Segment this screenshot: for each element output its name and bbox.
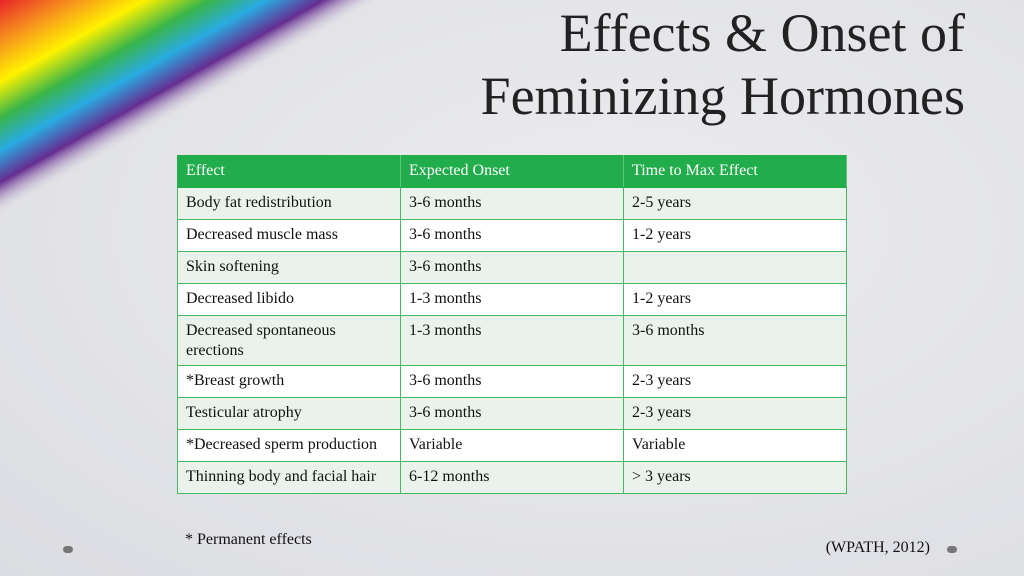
table-cell: Decreased muscle mass xyxy=(177,219,401,252)
table-cell: 3-6 months xyxy=(400,219,624,252)
table-cell: 3-6 months xyxy=(400,251,624,284)
table-cell xyxy=(623,251,847,284)
table-cell: 2-5 years xyxy=(623,187,847,220)
header-cell: Expected Onset xyxy=(400,155,624,188)
table-cell: *Decreased sperm production xyxy=(177,429,401,462)
title-line: Feminizing Hormones xyxy=(480,66,965,126)
table-cell: 3-6 months xyxy=(400,365,624,398)
rainbow xyxy=(0,0,385,218)
table-row: *Decreased sperm production Variable Varia… xyxy=(177,429,847,462)
rainbow-decoration xyxy=(0,0,385,218)
citation: (WPATH, 2012) xyxy=(825,539,930,556)
table-cell: Body fat redistribution xyxy=(177,187,401,220)
table-row: Body fat redistribution 3-6 months 2-5 yea… xyxy=(177,187,847,220)
table-cell: 2-3 years xyxy=(623,397,847,430)
table-cell: 1-3 months xyxy=(400,315,624,366)
dot xyxy=(63,546,73,553)
table-cell: Variable xyxy=(400,429,624,462)
table-cell: Testicular atrophy xyxy=(177,397,401,430)
table-row: Skin softening 3-6 months xyxy=(177,251,847,284)
table-row: Testicular atrophy 3-6 months 2-3 years xyxy=(177,397,847,430)
table-cell: 3-6 months xyxy=(400,187,624,220)
table-cell: 2-3 years xyxy=(623,365,847,398)
table-cell: 1-3 months xyxy=(400,283,624,316)
footnote: * Permanent effects xyxy=(185,531,312,548)
header-row: Effect Expected Onset Time to Max Effect xyxy=(177,155,847,188)
table-body: Body fat redistribution 3-6 months 2-5 yea… xyxy=(177,187,847,494)
table-row: Decreased libido 1-3 months 1-2 years xyxy=(177,283,847,316)
table-cell: *Breast growth xyxy=(177,365,401,398)
table-cell: 3-6 months xyxy=(400,397,624,430)
effects-table: Effect Expected Onset Time to Max Effect B… xyxy=(177,155,847,494)
table-cell: 6-12 months xyxy=(400,461,624,494)
table-row: *Breast growth 3-6 months 2-3 years xyxy=(177,365,847,398)
table-cell: 3-6 months xyxy=(623,315,847,366)
table-cell: 1-2 years xyxy=(623,219,847,252)
table-cell: Thinning body and facial hair xyxy=(177,461,401,494)
table-cell: Variable xyxy=(623,429,847,462)
table-cell: > 3 years xyxy=(623,461,847,494)
table-cell: Decreased libido xyxy=(177,283,401,316)
table-row: Decreased muscle mass 3-6 months 1-2 years xyxy=(177,219,847,252)
table-row: Thinning body and facial hair 6-12 months… xyxy=(177,461,847,494)
dot xyxy=(947,546,957,553)
table-cell: Skin softening xyxy=(177,251,401,284)
table-cell: 1-2 years xyxy=(623,283,847,316)
header-cell: Time to Max Effect xyxy=(623,155,847,188)
table-row: Decreased spontaneous erections 1-3 month… xyxy=(177,315,847,366)
title-line: Effects & Onset of xyxy=(559,3,965,63)
table-cell: Decreased spontaneous erections xyxy=(177,315,401,366)
header-cell: Effect xyxy=(177,155,401,188)
